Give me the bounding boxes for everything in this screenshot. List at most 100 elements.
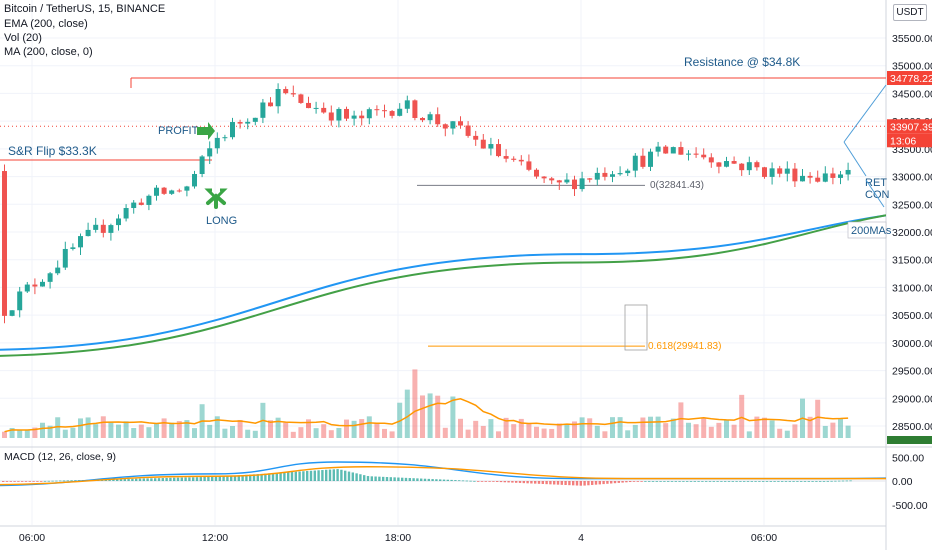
candle-body (640, 155, 646, 167)
price-tick-label: 33000.00 (892, 172, 932, 184)
volume-bar (739, 394, 745, 438)
candle-body (716, 162, 722, 167)
macd-histogram-bar (454, 480, 457, 481)
volume-bar (534, 426, 539, 438)
macd-histogram-bar (431, 479, 434, 481)
candle-body (214, 137, 220, 149)
candle-body (724, 161, 729, 167)
macd-histogram-bar (340, 469, 343, 481)
volume-bar (359, 419, 365, 438)
countdown-badge: 13:06 (890, 135, 916, 147)
macd-histogram-bar (838, 480, 841, 482)
macd-histogram-bar (674, 481, 677, 482)
macd-histogram-bar (47, 480, 50, 482)
macd-histogram-bar (245, 474, 248, 481)
volume-bar (670, 418, 676, 438)
price-tick-label: 29000.00 (892, 393, 932, 405)
macd-histogram-bar (800, 481, 803, 482)
macd-histogram-bar (553, 481, 556, 485)
candle-body (480, 139, 486, 149)
macd-histogram-bar (70, 480, 73, 482)
indicator-vol[interactable]: Vol (20) (4, 32, 42, 44)
volume-bar (549, 428, 555, 438)
macd-histogram-bar (256, 474, 259, 481)
macd-histogram-bar (389, 477, 392, 481)
candle-body (541, 176, 547, 179)
macd-histogram-bar (450, 479, 453, 481)
macd-histogram-bar (579, 481, 582, 486)
candle-body (298, 94, 304, 103)
macd-histogram-bar (192, 477, 195, 481)
resistance-price-badge: 34778.22 (890, 73, 932, 85)
macd-histogram-bar (644, 481, 647, 482)
ma-label: 200MAs (851, 225, 892, 237)
macd-histogram-bar (279, 472, 282, 481)
volume-bar (724, 419, 729, 438)
volume-bar (32, 427, 38, 438)
indicator-ema[interactable]: EMA (200, close) (4, 18, 88, 30)
macd-histogram-bar (408, 478, 411, 481)
candle-body (762, 167, 767, 177)
profit-annotation: PROFIT (158, 125, 199, 137)
volume-bar (17, 430, 23, 438)
candle-body (252, 117, 258, 122)
macd-title[interactable]: MACD (12, 26, close, 9) (4, 451, 117, 463)
macd-histogram-bar (446, 479, 449, 481)
price-tick-label: 31000.00 (892, 282, 932, 294)
volume-bar (648, 416, 653, 438)
price-tick-label: 32500.00 (892, 199, 932, 211)
macd-histogram-bar (629, 481, 632, 483)
macd-histogram-bar (138, 478, 142, 481)
candle-body (686, 153, 691, 155)
currency-button[interactable]: USDT (893, 4, 927, 21)
volume-bar (617, 417, 623, 438)
macd-histogram-bar (218, 476, 221, 481)
candle-body (24, 284, 30, 292)
macd-histogram-bar (568, 481, 571, 486)
candle-body (207, 148, 213, 157)
volume-bar (693, 424, 699, 438)
macd-histogram-bar (222, 476, 225, 481)
macd-histogram-bar (807, 481, 810, 482)
candle-body (845, 169, 851, 175)
macd-histogram-bar (556, 481, 560, 485)
indicator-ma[interactable]: MA (200, close, 0) (4, 46, 93, 58)
volume-bar (366, 416, 372, 438)
macd-histogram-bar (758, 481, 761, 482)
macd-histogram-bar (518, 481, 522, 483)
macd-histogram-bar (659, 481, 662, 482)
volume-bar (632, 424, 638, 438)
macd-histogram-bar (712, 481, 715, 482)
macd-histogram-bar (473, 480, 476, 482)
price-tick-label: 34500.00 (892, 88, 932, 100)
candle-body (670, 147, 676, 154)
candle-body (420, 117, 425, 121)
macd-histogram-bar (59, 480, 62, 482)
macd-histogram-bar (9, 481, 12, 482)
price-tick-label: 35000.00 (892, 61, 932, 73)
candle-body (632, 155, 638, 171)
candle-body (815, 177, 821, 182)
macd-histogram-bar (492, 481, 495, 482)
macd-histogram-bar (686, 481, 689, 482)
candle-body (199, 156, 205, 174)
macd-histogram-bar (211, 476, 214, 481)
macd-histogram-bar (237, 475, 240, 481)
candle-body (579, 178, 585, 190)
volume-bar (336, 427, 342, 438)
candle-body (648, 151, 653, 167)
candle-body (17, 291, 23, 311)
macd-histogram-bar (123, 478, 126, 481)
volume-bar (769, 420, 775, 438)
volume-bar (85, 417, 91, 438)
macd-histogram-bar (803, 481, 807, 482)
volume-bar (716, 422, 722, 438)
candle-body (116, 218, 121, 226)
macd-histogram-bar (188, 477, 191, 481)
macd-histogram-bar (720, 481, 723, 482)
volume-bar (100, 416, 106, 438)
volume-bar (222, 428, 228, 438)
macd-histogram-bar (161, 478, 164, 481)
volume-bar (762, 417, 767, 438)
